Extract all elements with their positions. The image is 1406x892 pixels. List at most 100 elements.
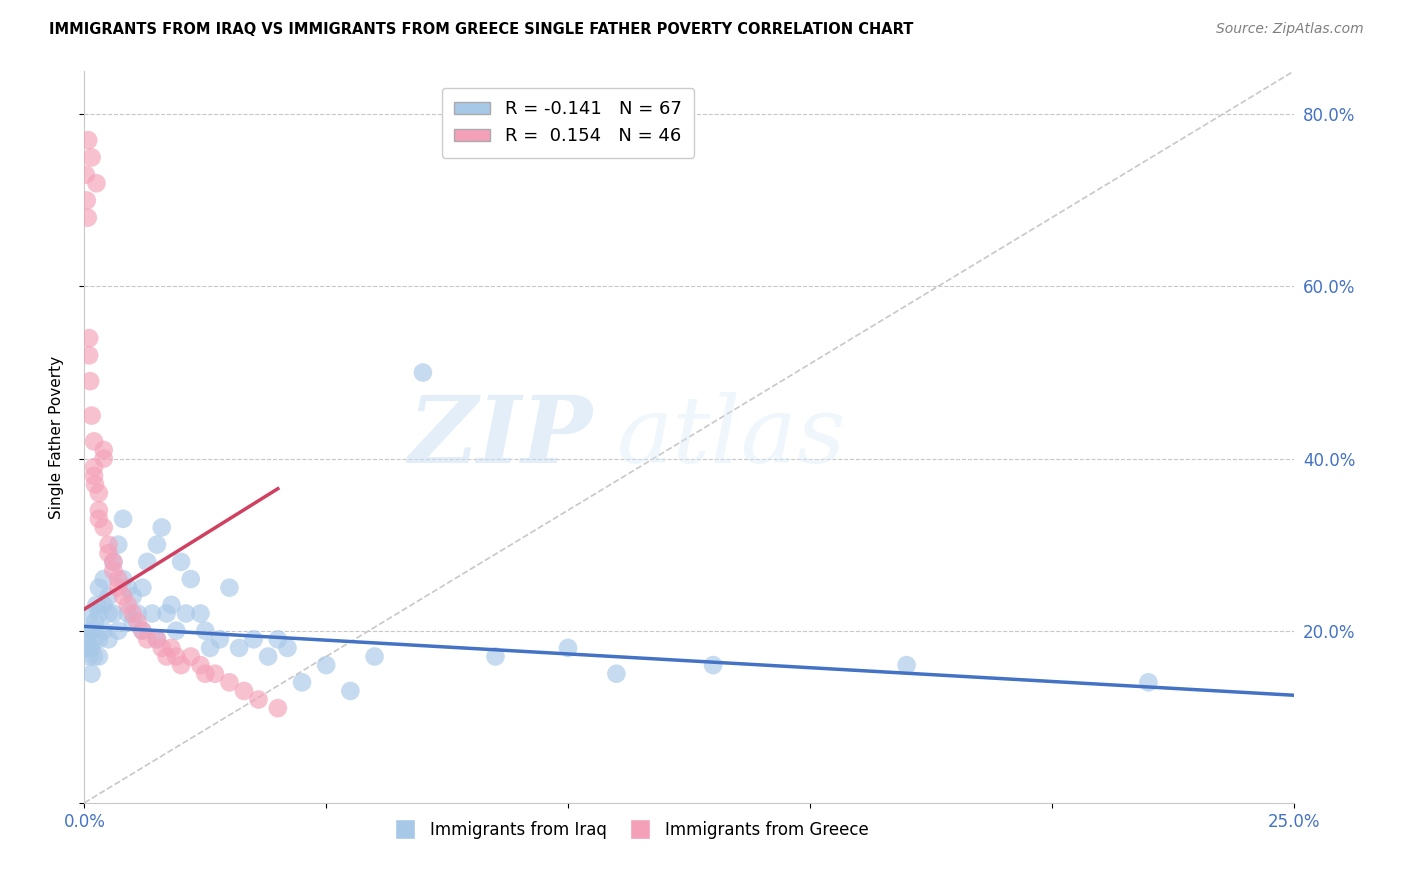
Point	[117, 581, 139, 595]
Point	[103, 555, 125, 569]
Point	[896, 658, 918, 673]
Point	[150, 640, 173, 655]
Point	[605, 666, 627, 681]
Point	[93, 572, 115, 586]
Point	[80, 666, 103, 681]
Point	[131, 624, 153, 638]
Point	[127, 607, 149, 621]
Point	[150, 520, 173, 534]
Point	[77, 133, 100, 147]
Point	[146, 632, 169, 647]
Point	[146, 632, 169, 647]
Text: IMMIGRANTS FROM IRAQ VS IMMIGRANTS FROM GREECE SINGLE FATHER POVERTY CORRELATION: IMMIGRANTS FROM IRAQ VS IMMIGRANTS FROM …	[49, 22, 914, 37]
Point	[83, 649, 105, 664]
Point	[93, 520, 115, 534]
Point	[165, 649, 187, 664]
Point	[339, 684, 361, 698]
Point	[87, 512, 110, 526]
Point	[136, 632, 159, 647]
Point	[77, 640, 100, 655]
Point	[83, 632, 105, 647]
Point	[267, 632, 290, 647]
Point	[170, 658, 193, 673]
Point	[228, 640, 250, 655]
Point	[93, 598, 115, 612]
Point	[103, 607, 125, 621]
Point	[77, 649, 100, 664]
Y-axis label: Single Father Poverty: Single Father Poverty	[49, 356, 63, 518]
Point	[97, 546, 120, 560]
Point	[170, 555, 193, 569]
Point	[83, 460, 105, 475]
Point	[121, 607, 143, 621]
Point	[77, 348, 100, 362]
Point	[112, 512, 135, 526]
Point	[86, 176, 108, 190]
Point	[75, 168, 97, 182]
Point	[93, 624, 115, 638]
Point	[83, 434, 105, 449]
Point	[107, 538, 129, 552]
Point	[484, 649, 506, 664]
Point	[107, 624, 129, 638]
Point	[117, 598, 139, 612]
Point	[702, 658, 724, 673]
Point	[204, 666, 226, 681]
Point	[557, 640, 579, 655]
Point	[84, 615, 107, 629]
Point	[80, 150, 103, 164]
Point	[198, 640, 221, 655]
Point	[131, 624, 153, 638]
Point	[291, 675, 314, 690]
Point	[267, 701, 290, 715]
Point	[218, 581, 240, 595]
Point	[87, 607, 110, 621]
Point	[208, 632, 231, 647]
Point	[174, 607, 197, 621]
Point	[160, 640, 183, 655]
Point	[87, 649, 110, 664]
Point	[103, 564, 125, 578]
Point	[121, 615, 143, 629]
Point	[97, 632, 120, 647]
Point	[194, 666, 217, 681]
Point	[87, 503, 110, 517]
Point	[233, 684, 256, 698]
Point	[247, 692, 270, 706]
Point	[141, 607, 163, 621]
Point	[190, 607, 212, 621]
Point	[242, 632, 264, 647]
Point	[117, 607, 139, 621]
Point	[121, 589, 143, 603]
Point	[315, 658, 337, 673]
Point	[80, 409, 103, 423]
Point	[93, 451, 115, 466]
Point	[93, 442, 115, 457]
Point	[146, 538, 169, 552]
Point	[86, 598, 108, 612]
Point	[97, 607, 120, 621]
Point	[218, 675, 240, 690]
Point	[112, 589, 135, 603]
Point	[76, 194, 98, 208]
Point	[107, 572, 129, 586]
Text: atlas: atlas	[616, 392, 846, 482]
Point	[87, 632, 110, 647]
Point	[79, 374, 101, 388]
Text: Source: ZipAtlas.com: Source: ZipAtlas.com	[1216, 22, 1364, 37]
Point	[136, 555, 159, 569]
Point	[112, 572, 135, 586]
Point	[1137, 675, 1160, 690]
Point	[107, 581, 129, 595]
Point	[131, 581, 153, 595]
Point	[103, 555, 125, 569]
Legend: Immigrants from Iraq, Immigrants from Greece: Immigrants from Iraq, Immigrants from Gr…	[381, 814, 876, 846]
Point	[194, 624, 217, 638]
Text: ZIP: ZIP	[408, 392, 592, 482]
Point	[83, 468, 105, 483]
Point	[76, 211, 98, 225]
Point	[160, 598, 183, 612]
Point	[77, 624, 100, 638]
Point	[97, 538, 120, 552]
Point	[412, 366, 434, 380]
